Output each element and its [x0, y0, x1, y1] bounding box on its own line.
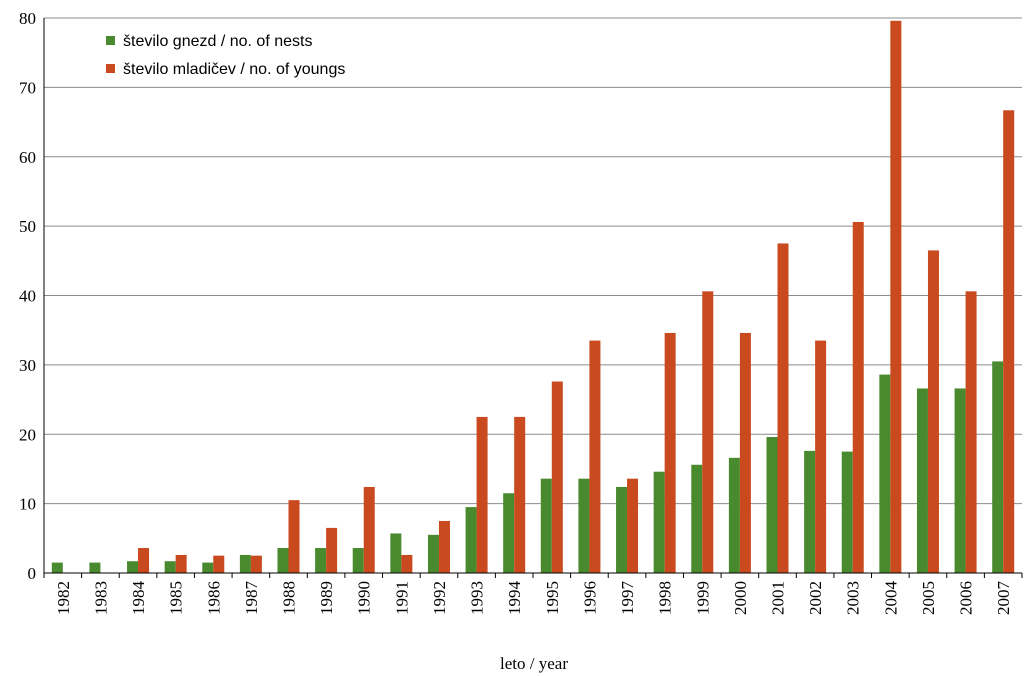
bar-nests-2002: [804, 450, 816, 573]
x-tick-label-1995: 1995: [543, 581, 562, 615]
x-tick-label-2000: 2000: [731, 581, 750, 615]
bar-youngs-1984: [138, 548, 150, 573]
bar-nests-1986: [202, 562, 214, 573]
x-axis-title: leto / year: [500, 654, 568, 673]
bar-nests-2007: [992, 361, 1004, 573]
x-tick-label-1996: 1996: [580, 581, 599, 615]
bar-nests-1988: [277, 548, 289, 573]
x-tick-label-1985: 1985: [167, 581, 186, 615]
x-tick-label-2003: 2003: [844, 581, 863, 615]
x-tick-label-1987: 1987: [242, 581, 261, 616]
y-tick-label: 40: [19, 287, 36, 306]
bar-youngs-2000: [739, 332, 751, 573]
x-tick-labels: 1982 1983 1984 1985 1986 1987 1988 1989 1990 1991…: [54, 581, 1013, 616]
axes: [43, 18, 1023, 578]
bar-youngs-1994: [514, 416, 526, 573]
bar-youngs-2002: [815, 340, 827, 573]
y-tick-label: 30: [19, 356, 36, 375]
bar-nests-1990: [352, 548, 364, 573]
y-tick-label: 80: [19, 9, 36, 28]
x-tick-label-1986: 1986: [204, 581, 223, 615]
x-tick-label-1982: 1982: [54, 581, 73, 615]
bar-nests-1991: [390, 533, 402, 573]
bar-youngs-2004: [890, 20, 902, 573]
bar-youngs-1986: [213, 555, 225, 573]
x-tick-label-2006: 2006: [957, 581, 976, 615]
y-tick-label: 70: [19, 78, 36, 97]
bar-youngs-2006: [965, 291, 977, 573]
bar-youngs-1996: [589, 340, 601, 573]
bar-nests-1997: [616, 486, 628, 573]
x-tick-label-1999: 1999: [693, 581, 712, 615]
legend-label-youngs: število mladičev / no. of youngs: [123, 61, 345, 78]
bar-youngs-1993: [476, 416, 488, 573]
gridlines: [44, 17, 1022, 505]
bar-nests-2005: [916, 388, 928, 573]
bar-youngs-2001: [777, 243, 789, 573]
bar-nests-1987: [239, 554, 251, 573]
x-tick-label-1994: 1994: [505, 581, 524, 616]
bar-nests-1993: [465, 507, 477, 573]
bar-youngs-1988: [288, 500, 300, 573]
x-tick-label-2002: 2002: [806, 581, 825, 615]
bar-youngs-1997: [627, 478, 639, 573]
bar-youngs-1999: [702, 291, 714, 573]
bar-nests-1984: [127, 561, 139, 573]
x-tick-label-1984: 1984: [129, 581, 148, 616]
bar-nests-1998: [653, 471, 665, 573]
legend-swatch-nests: [106, 36, 115, 45]
legend-label-nests: število gnezd / no. of nests: [123, 33, 312, 50]
bar-nests-1995: [540, 478, 552, 573]
bar-nests-1996: [578, 478, 590, 573]
y-tick-label: 0: [28, 564, 37, 583]
x-tick-label-1998: 1998: [656, 581, 675, 615]
bar-nests-1999: [691, 464, 703, 573]
bar-nests-1982: [51, 562, 63, 573]
bar-youngs-2007: [1003, 110, 1015, 574]
x-tick-label-1990: 1990: [355, 581, 374, 615]
bar-nests-1989: [315, 548, 327, 573]
x-tick-label-2004: 2004: [881, 581, 900, 616]
x-tick-label-1993: 1993: [468, 581, 487, 615]
bar-youngs-1985: [175, 554, 187, 573]
x-tick-label-2001: 2001: [769, 581, 788, 615]
bar-nests-2004: [879, 374, 891, 573]
bar-youngs-1990: [363, 486, 375, 573]
y-tick-label: 60: [19, 148, 36, 167]
x-tick-label-1992: 1992: [430, 581, 449, 615]
y-tick-labels: 0 10 20 30 40 50 60 70 80: [19, 9, 36, 583]
x-tick-label-1988: 1988: [280, 581, 299, 615]
bar-youngs-1998: [664, 332, 676, 573]
x-tick-label-1983: 1983: [91, 581, 110, 615]
x-tick-label-1997: 1997: [618, 581, 637, 616]
x-tick-label-1989: 1989: [317, 581, 336, 615]
bar-nests-2003: [841, 451, 853, 573]
bar-nests-1994: [503, 493, 515, 573]
x-tick-label-1991: 1991: [392, 581, 411, 615]
bar-youngs-2003: [852, 221, 864, 573]
bar-nests-2006: [954, 388, 966, 573]
bar-youngs-1995: [551, 381, 563, 573]
bar-nests-1983: [89, 562, 101, 573]
bar-nests-2001: [766, 437, 778, 573]
bar-youngs-1992: [438, 520, 450, 573]
bar-youngs-2005: [927, 250, 939, 573]
bar-nests-1992: [427, 534, 439, 573]
y-tick-label: 50: [19, 217, 36, 236]
bar-youngs-1989: [326, 527, 338, 573]
bars: [51, 20, 1015, 574]
bar-nests-1985: [164, 561, 176, 573]
y-tick-label: 10: [19, 495, 36, 514]
x-tick-label-2005: 2005: [919, 581, 938, 615]
legend: število gnezd / no. of nests število mla…: [106, 33, 345, 78]
legend-swatch-youngs: [106, 64, 115, 73]
bar-youngs-1987: [250, 555, 262, 573]
y-tick-label: 20: [19, 425, 36, 444]
bar-nests-2000: [728, 457, 740, 573]
bar-youngs-1991: [401, 554, 413, 573]
x-tick-label-2007: 2007: [994, 581, 1013, 616]
